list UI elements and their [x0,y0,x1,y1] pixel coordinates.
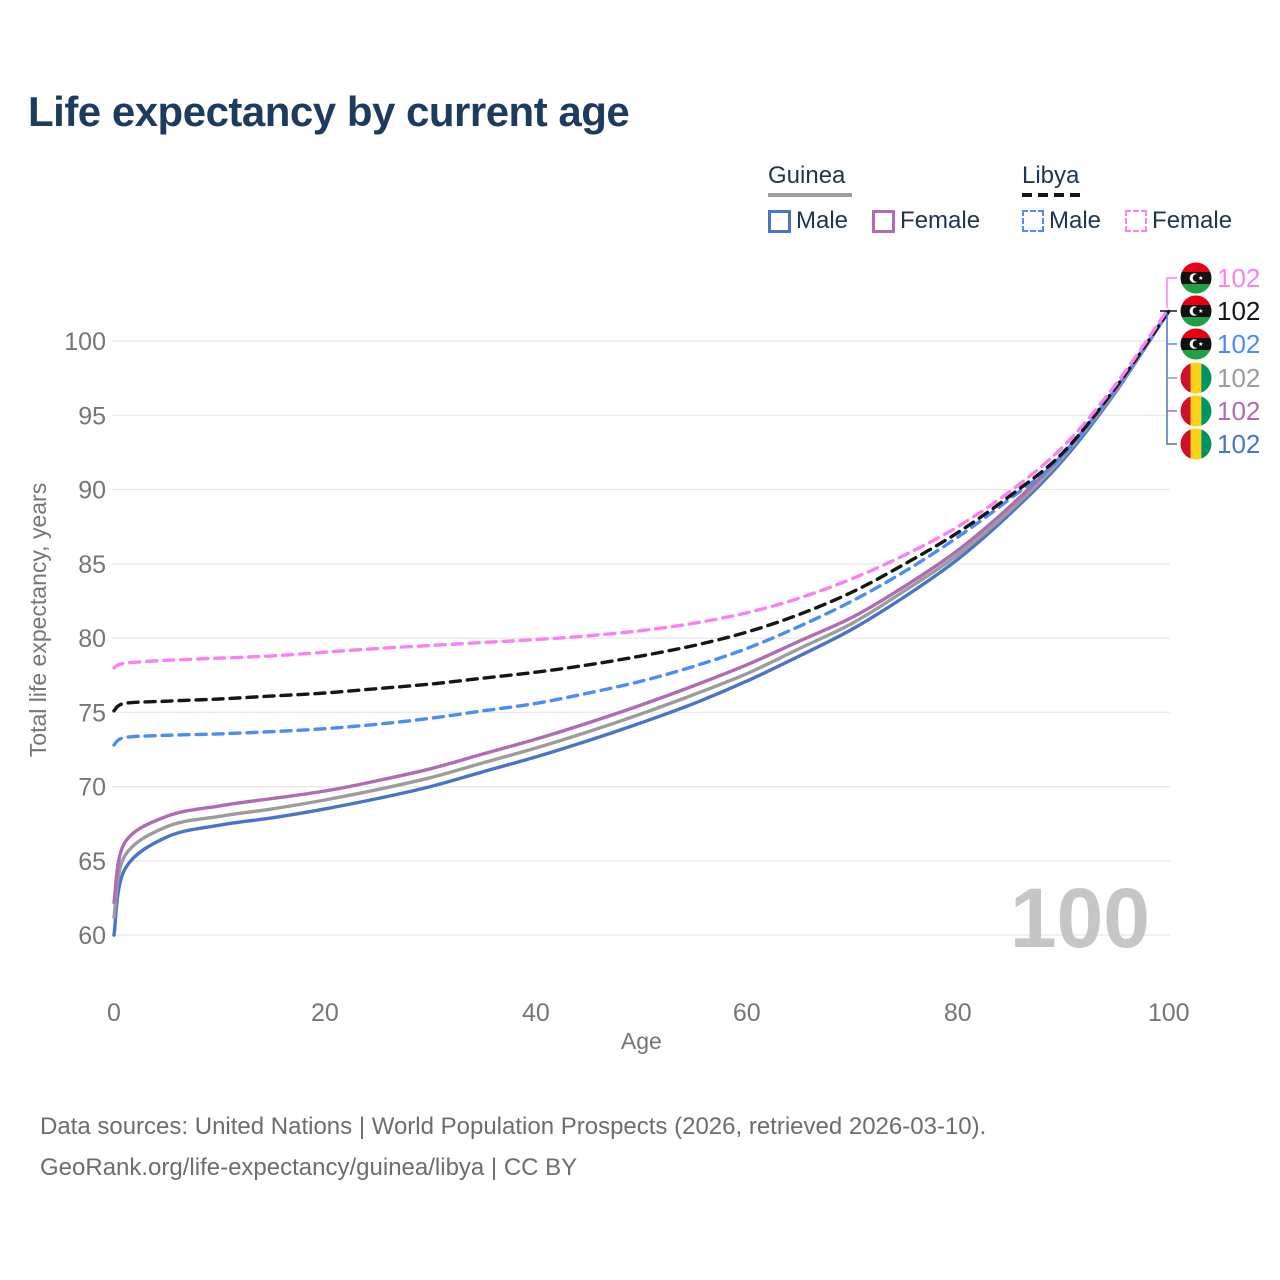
end-value-label-2: 102 [1217,329,1260,359]
footer: Data sources: United Nations | World Pop… [40,1106,986,1188]
y-tick-label-95: 95 [78,402,106,430]
legend-group-libya: Libya Male Female [1022,162,1232,235]
legend-group-guinea: Guinea Male Female [768,162,980,235]
end-value-label-5: 102 [1217,429,1260,459]
libya-flag-icon [1180,262,1212,294]
guinea-flag-icon [1180,428,1212,460]
libya-female-swatch-icon [1125,210,1148,232]
leader-libya-female [1166,277,1177,308]
guinea-flag-icon [1180,362,1212,394]
legend-label: Male [796,207,849,234]
footer-url-line: GeoRank.org/life-expectancy/guinea/libya… [40,1154,578,1181]
libya-dashed-line-swatch [1022,193,1082,197]
series-line-guinea-male[interactable] [112,309,1171,937]
end-label-leaders [1160,277,1177,445]
legend-label: Female [900,207,981,234]
series-line-guinea-female[interactable] [112,309,1171,905]
legend-item-libya-female[interactable]: Female [1125,207,1232,235]
legend-item-libya-male[interactable]: Male [1022,207,1101,235]
x-tick-label-20: 20 [311,999,339,1027]
legend-label: Female [1152,207,1233,234]
series-line-libya-female[interactable] [112,306,1171,670]
legend-libya-items: Male Female [1022,207,1232,235]
y-axis-title: Total life expectancy, years [25,483,51,757]
series-line-libya-male[interactable] [112,309,1171,747]
x-axis-title: Age [621,1028,662,1054]
guinea-solid-line-swatch [768,193,852,197]
y-tick-label-65: 65 [78,848,106,876]
y-tick-label-70: 70 [78,774,106,802]
legend-label: Male [1049,207,1102,234]
legend-libya-title[interactable]: Libya [1022,162,1080,189]
legend-guinea-items: Male Female [768,207,980,235]
x-tick-label-80: 80 [944,999,972,1027]
end-value-label-4: 102 [1217,396,1260,426]
guinea-male-swatch-icon [768,209,791,233]
libya-male-swatch-icon [1022,210,1044,232]
series-lines [112,306,1171,937]
end-value-label-1: 102 [1217,296,1260,326]
y-tick-label-80: 80 [78,625,106,653]
end-value-label-0: 102 [1217,263,1260,293]
age-counter-watermark: 100 [1010,871,1150,965]
x-tick-label-100: 100 [1148,999,1190,1027]
y-tick-label-90: 90 [78,477,106,505]
libya-flag-icon [1180,328,1212,360]
series-line-guinea-both-sexes[interactable] [112,309,1171,919]
guinea-flag-icon [1180,395,1212,427]
y-tick-label-75: 75 [78,699,106,727]
y-tick-label-60: 60 [78,922,106,950]
x-tick-label-60: 60 [733,999,761,1027]
y-tick-label-85: 85 [78,551,106,579]
x-tick-label-40: 40 [522,999,550,1027]
page-title: Life expectancy by current age [28,88,630,135]
guinea-female-swatch-icon [872,209,896,233]
legend-item-guinea-female[interactable]: Female [872,207,980,235]
series-line-libya-both-sexes[interactable] [112,309,1171,713]
y-tick-label-100: 100 [64,328,106,356]
footer-source-line: Data sources: United Nations | World Pop… [40,1113,987,1140]
leader-guinea-male [1166,313,1177,445]
legend-item-guinea-male[interactable]: Male [768,207,848,235]
end-value-label-3: 102 [1217,363,1260,393]
x-tick-label-0: 0 [107,999,121,1027]
libya-flag-icon [1180,295,1212,327]
legend-guinea-title[interactable]: Guinea [768,162,846,189]
